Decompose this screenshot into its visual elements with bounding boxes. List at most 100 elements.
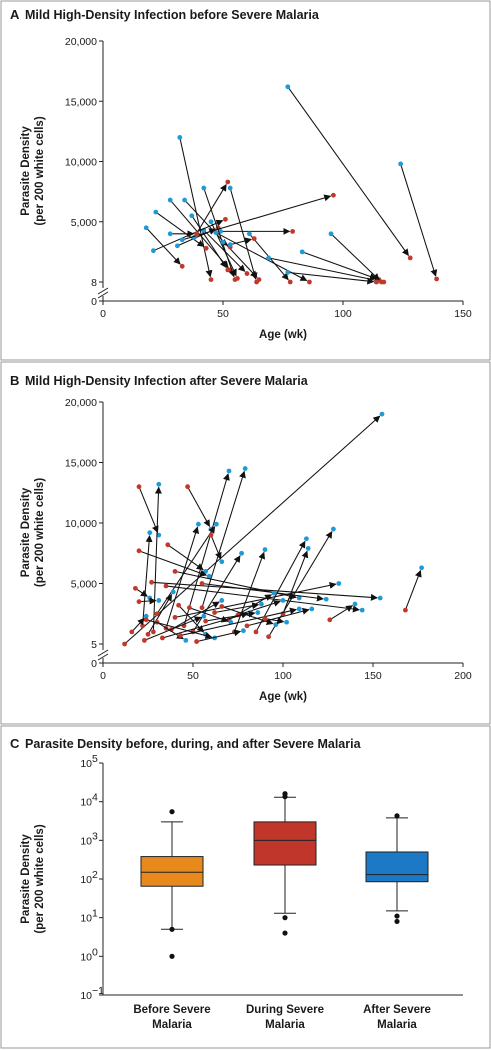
end-point [244,271,250,276]
trajectory-arrow [205,610,256,622]
trajectory-arrow [229,187,258,280]
trajectory-arrow [302,251,377,280]
start-point [199,605,205,611]
trajectory-arrow [264,617,285,625]
outlier-point [169,953,175,959]
y-tick-label: 10 [80,797,92,809]
trajectory-arrow [146,619,213,639]
trajectory-arrow [171,601,220,630]
end-point [179,263,185,269]
end-point [352,601,358,607]
panel-c [0,725,491,1049]
trajectory-arrow [165,526,199,629]
iqr-box [140,856,204,887]
end-point [305,546,311,551]
x-tick-label: 150 [454,308,472,320]
x-tick-label: 0 [100,670,106,682]
y-tick-label: 0 [91,296,97,308]
y-tick-label: 10 [80,874,92,886]
end-point [156,481,162,487]
start-point [227,242,233,248]
start-point [129,629,135,635]
y-axis-title-line2: (per 200 white cells) [34,824,46,933]
end-point [271,590,277,596]
end-point [359,607,365,613]
start-point [149,579,155,585]
outlier-point [394,813,400,819]
x-tick-label: 0 [100,308,106,320]
end-point [304,536,309,542]
x-tick-label: 200 [454,670,472,682]
y-axis-title-line1: Parasite Density [20,487,32,577]
x-axis-title: Age (wk) [259,329,307,341]
iqr-box [365,851,429,883]
y-axis-title-line2: (per 200 white cells) [34,116,46,225]
end-point [235,275,240,281]
end-point [407,255,413,261]
category-label: Malaria [152,1019,192,1031]
category-label: Malaria [377,1019,417,1031]
end-point [239,550,245,556]
y-tick-label: 15,000 [65,458,97,470]
start-point [175,243,180,249]
end-point [251,236,257,242]
trajectory-arrow [404,569,422,611]
trajectory-arrow [142,534,153,626]
y-tick-label: 5,000 [71,579,97,591]
start-point [122,641,127,647]
axis-break-mark [97,287,109,295]
end-point [143,613,149,619]
trajectory-arrow [182,194,332,241]
end-point [147,595,153,601]
end-point [280,598,286,603]
category-label: Malaria [265,1019,305,1031]
outlier-point [282,794,288,800]
start-point [136,484,142,490]
outlier-point [169,809,175,815]
x-tick-label: 100 [334,308,352,320]
end-point [434,276,439,282]
trajectory-arrow [193,183,227,238]
start-point [219,604,225,609]
trajectory-arrow [167,544,204,571]
end-point [331,526,336,532]
trajectory-arrow [138,486,159,533]
y-tick-label: 10 [80,951,92,963]
y-tick-label: 5,000 [71,217,97,229]
start-point [133,585,138,591]
trajectory-arrow [155,211,205,247]
end-point [284,619,289,625]
end-point [379,279,384,285]
y-axis-title-line2: (per 200 white cells) [34,478,46,587]
end-point [219,559,225,565]
x-tick-label: 50 [217,308,229,320]
start-point [398,161,403,167]
start-point [187,605,192,611]
panel-b-letter: B [10,373,19,388]
trajectory-arrow [162,611,249,639]
y-tick-label: 20,000 [65,36,97,48]
panel-b [0,361,491,725]
end-point [214,521,219,527]
end-point [262,547,268,553]
trajectory-arrow [230,237,252,246]
y-tick-label: 20,000 [65,397,97,409]
start-point [194,639,200,644]
trajectory-arrow [214,602,260,614]
trajectory-arrow [165,585,360,613]
x-axis-title: Age (wk) [259,691,307,703]
end-point [225,179,231,185]
start-point [403,607,408,613]
trajectory-arrow [210,534,222,560]
panel-a-title: Mild High-Density Infection before Sever… [25,8,320,22]
start-point [208,532,214,538]
end-point [259,601,264,607]
category-label: After Severe [363,1004,431,1016]
trajectory-arrow [191,215,227,269]
end-point [147,530,153,536]
start-point [172,569,178,574]
panel-c-letter: C [10,736,20,751]
end-point [201,613,207,619]
start-point [199,581,205,586]
